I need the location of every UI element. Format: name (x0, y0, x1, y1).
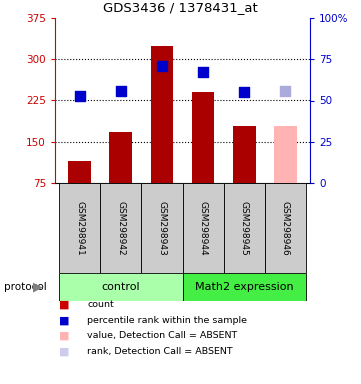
Text: GDS3436 / 1378431_at: GDS3436 / 1378431_at (103, 1, 258, 14)
Bar (192, 92, 214, 183)
Bar (109, 132, 132, 183)
Bar (183, 183, 223, 273)
Text: rank, Detection Call = ABSENT: rank, Detection Call = ABSENT (87, 347, 233, 356)
Text: ▶: ▶ (33, 280, 43, 293)
Text: GSM298944: GSM298944 (199, 201, 208, 255)
Text: GSM298941: GSM298941 (75, 200, 84, 255)
Bar (142, 183, 183, 273)
Bar (265, 183, 306, 273)
Bar (151, 45, 173, 183)
Text: ■: ■ (58, 300, 69, 310)
Text: value, Detection Call = ABSENT: value, Detection Call = ABSENT (87, 331, 238, 341)
Point (118, 88, 124, 94)
Text: GSM298946: GSM298946 (281, 200, 290, 255)
Text: ■: ■ (58, 346, 69, 356)
Text: GSM298943: GSM298943 (157, 200, 166, 255)
Text: Math2 expression: Math2 expression (195, 282, 293, 292)
Text: GSM298942: GSM298942 (116, 201, 125, 255)
Point (200, 70, 206, 76)
Text: ■: ■ (58, 331, 69, 341)
Bar (68, 161, 91, 183)
Bar (233, 126, 256, 183)
Text: control: control (101, 282, 140, 292)
Point (241, 89, 247, 95)
Text: count: count (87, 300, 114, 310)
Text: percentile rank within the sample: percentile rank within the sample (87, 316, 248, 325)
Point (159, 63, 165, 69)
Point (282, 88, 288, 94)
Bar (100, 183, 142, 273)
Text: GSM298945: GSM298945 (240, 200, 249, 255)
Bar (223, 183, 265, 273)
Bar (59, 183, 100, 273)
Point (77, 93, 83, 99)
Bar (274, 126, 297, 183)
Bar (183, 273, 306, 301)
Text: protocol: protocol (4, 282, 46, 292)
Text: ■: ■ (58, 315, 69, 325)
Bar (59, 273, 183, 301)
